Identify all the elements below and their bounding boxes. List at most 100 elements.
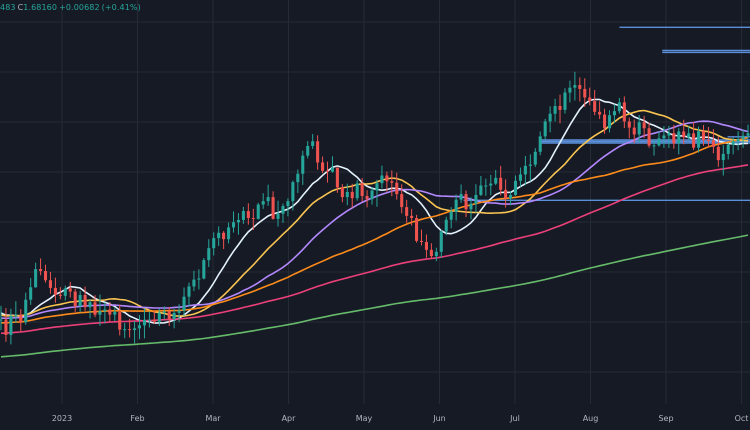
candle-97: [479, 175, 483, 197]
candle-body-93: [459, 194, 463, 200]
candle-146: [721, 144, 725, 176]
candle-100: [494, 169, 498, 186]
candle-body-44: [217, 232, 221, 239]
candle-139: [687, 126, 691, 141]
candle-body-127: [627, 121, 631, 128]
candle-92: [454, 194, 458, 221]
x-tick-label-3: Apr: [282, 414, 297, 423]
gridlines: [0, 0, 750, 404]
candle-body-74: [365, 196, 369, 200]
candle-115: [568, 80, 572, 103]
candle-body-0: [0, 319, 3, 321]
candle-body-50: [246, 210, 250, 219]
candle-129: [637, 115, 641, 143]
candle-59: [291, 180, 295, 211]
candle-body-73: [360, 183, 364, 197]
candle-body-36: [177, 310, 181, 313]
candle-body-106: [523, 165, 527, 175]
candle-body-132: [652, 145, 656, 147]
candle-body-87: [429, 249, 433, 257]
candle-28: [137, 314, 142, 340]
ma-100-line: [0, 164, 749, 335]
candle-123: [607, 110, 612, 133]
candle-body-135: [667, 133, 671, 136]
candle-body-40: [197, 278, 201, 280]
candle-17: [83, 286, 87, 312]
candle-body-18: [88, 302, 92, 308]
candle-body-62: [306, 145, 310, 156]
candle-body-84: [415, 218, 419, 241]
x-tick-label-5: Jun: [432, 414, 446, 423]
candle-body-105: [518, 174, 522, 181]
candle-8: [39, 258, 43, 276]
candle-136: [672, 124, 676, 149]
candle-body-4: [19, 314, 23, 323]
candle-128: [632, 119, 636, 144]
candle-body-60: [296, 173, 300, 183]
candle-body-143: [706, 140, 710, 142]
candle-body-14: [68, 288, 72, 292]
candle-body-112: [553, 106, 557, 114]
candle-112: [553, 98, 557, 122]
candle-body-37: [182, 296, 186, 311]
candle-body-13: [63, 288, 67, 296]
candle-143: [706, 126, 710, 148]
candle-149: [736, 131, 740, 151]
candle-body-48: [236, 219, 240, 223]
candle-body-126: [622, 102, 626, 122]
candle-43: [212, 232, 216, 256]
candle-body-101: [499, 177, 503, 190]
candle-10: [48, 271, 52, 294]
candle-7: [34, 262, 38, 288]
candle-body-7: [34, 269, 38, 288]
candle-9: [43, 264, 48, 283]
candle-body-23: [113, 312, 117, 315]
x-tick-label-4: May: [356, 414, 373, 423]
candle-body-27: [133, 328, 137, 331]
candle-124: [612, 104, 616, 124]
candle-150: [741, 129, 745, 148]
close-value: 1.68160: [23, 3, 58, 12]
candle-body-114: [563, 92, 567, 110]
candle-body-91: [449, 211, 453, 220]
candle-58: [286, 198, 290, 217]
candle-126: [622, 96, 626, 129]
candle-145: [716, 136, 720, 167]
candle-22: [108, 302, 112, 322]
candle-body-150: [741, 135, 745, 140]
candle-86: [424, 234, 428, 258]
candle-140: [692, 122, 696, 151]
candle-body-122: [603, 114, 607, 129]
candle-27: [133, 321, 137, 344]
candle-98: [484, 178, 488, 196]
x-tick-label-8: Sep: [658, 414, 673, 423]
candle-82: [405, 199, 409, 223]
candle-16: [78, 290, 82, 313]
candle-12: [58, 287, 62, 300]
candle-body-147: [726, 144, 730, 154]
candle-body-120: [593, 101, 597, 112]
candle-42: [207, 239, 211, 267]
candle-body-79: [390, 181, 394, 183]
candle-body-109: [538, 136, 542, 152]
candle-44: [217, 226, 221, 247]
candle-131: [647, 122, 651, 148]
candle-body-138: [682, 131, 686, 138]
candle-15: [73, 288, 77, 312]
candle-body-151: [746, 133, 750, 136]
candle-body-34: [167, 311, 171, 320]
candle-84: [415, 214, 419, 243]
candle-body-10: [48, 280, 52, 288]
candle-104: [513, 175, 518, 196]
candle-body-134: [662, 135, 666, 139]
candle-53: [261, 193, 265, 209]
candle-body-59: [291, 182, 295, 202]
candle-body-63: [311, 141, 315, 146]
candle-57: [281, 203, 285, 223]
candle-body-94: [464, 194, 468, 210]
candle-117: [578, 77, 582, 102]
candle-body-38: [187, 286, 191, 297]
